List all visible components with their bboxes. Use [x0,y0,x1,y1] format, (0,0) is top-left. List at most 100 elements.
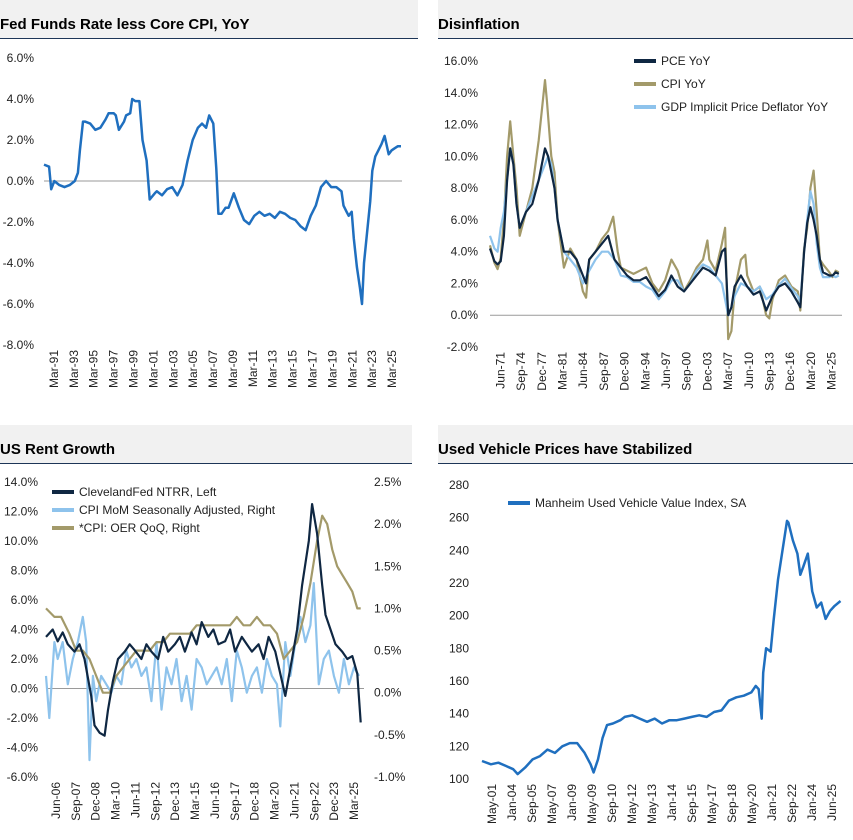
y-left-tick-label: 10.0% [4,534,38,548]
x-tick-label: Dec-13 [168,782,182,821]
x-tick-label: Dec-23 [327,782,341,821]
y-right-tick-label: 0.0% [374,686,402,700]
y-left-tick-label: -6.0% [7,770,39,784]
x-tick-label: Mar-17 [306,350,320,388]
series-line [488,147,840,317]
y-tick-label: 10.0% [444,149,478,163]
y-right-tick-label: -1.0% [374,770,406,784]
y-tick-label: -4.0% [3,256,35,270]
y-left-tick-label: 0.0% [11,682,39,696]
panel-header: Fed Funds Rate less Core CPI, YoY [0,0,418,39]
y-right-tick-label: -0.5% [374,728,406,742]
x-tick-label: Jan-24 [805,784,819,821]
x-tick-label: Jun-97 [659,352,673,389]
legend-label: ClevelandFed NTRR, Left [79,485,217,499]
x-tick-label: Sep-22 [785,784,799,823]
y-tick-label: 0.0% [7,174,35,188]
y-tick-label: 4.0% [7,92,35,106]
y-tick-label: 0.0% [451,308,479,322]
y-tick-label: 8.0% [451,181,479,195]
x-tick-label: Mar-01 [146,350,160,388]
x-tick-label: May-07 [545,784,559,824]
x-tick-label: Mar-99 [127,350,141,388]
x-tick-label: Dec-90 [618,352,632,391]
x-tick-label: Sep-00 [680,352,694,391]
x-tick-label: Mar-03 [166,350,180,388]
x-tick-label: Dec-16 [783,352,797,391]
y-tick-label: 160 [449,674,469,688]
fed-funds-chart: 6.0% 4.0% 2.0% 0.0% -2.0% -4.0% -6.0% -8.0% Mar-… [3,51,402,388]
x-tick-label: Jun-21 [287,782,301,819]
x-tick-label: May-20 [745,784,759,824]
x-tick-label: Mar-91 [47,350,61,388]
y-right-tick-label: 1.5% [374,559,402,573]
x-tick-label: Sep-74 [514,352,528,391]
legend-label: CPI YoY [661,77,706,91]
x-tick-label: May-13 [645,784,659,824]
x-tick-label: Jun-16 [208,782,222,819]
x-tick-label: Jan-04 [505,784,519,821]
x-tick-label: Jan-21 [765,784,779,821]
x-tick-label: Sep-10 [605,784,619,823]
rent-growth-chart: 14.0% 12.0% 10.0% 8.0% 6.0% 4.0% 2.0% 0.0% -2.0%… [4,475,406,821]
panel-title: Disinflation [438,16,520,33]
y-tick-label: 6.0% [7,51,35,65]
x-tick-label: Dec-18 [248,782,262,821]
y-tick-label: 14.0% [444,86,478,100]
panel-used-vehicles: Used Vehicle Prices have Stabilized 280 2… [438,425,853,840]
x-tick-label: Sep-13 [763,352,777,391]
series-line [44,582,360,762]
y-right-tick-label: 0.5% [374,644,402,658]
y-tick-label: 180 [449,641,469,655]
panel-title: Fed Funds Rate less Core CPI, YoY [0,16,250,33]
x-tick-label: Sep-05 [525,784,539,823]
x-tick-label: Mar-07 [206,350,220,388]
y-tick-label: 240 [449,543,469,557]
panel-header: US Rent Growth [0,425,412,464]
x-tick-label: May-12 [625,784,639,824]
y-tick-label: 12.0% [444,118,478,132]
x-tick-label: Sep-17 [228,782,242,821]
x-tick-label: Mar-11 [246,350,260,387]
x-tick-label: Sep-15 [685,784,699,823]
x-tick-label: Mar-19 [325,350,339,388]
used-vehicle-chart: 280 260 240 220 200 180 160 140 120 100 May-01 Jan-… [449,478,842,824]
x-tick-label: Jan-09 [565,784,579,821]
y-tick-label: 16.0% [444,54,478,68]
y-left-tick-label: 6.0% [11,593,39,607]
x-tick-label: Mar-15 [188,782,202,820]
y-tick-label: 220 [449,576,469,590]
series-line [45,514,361,694]
x-tick-label: May-17 [705,784,719,824]
x-tick-label: Mar-15 [286,350,300,388]
x-tick-label: Jan-14 [665,784,679,821]
legend-label: PCE YoY [661,54,710,68]
y-tick-label: -8.0% [3,338,35,352]
x-tick-label: Mar-21 [345,350,359,388]
y-right-tick-label: 2.0% [374,517,402,531]
x-tick-label: Sep-07 [69,782,83,821]
x-tick-label: Mar-20 [804,352,818,390]
y-tick-label: -6.0% [3,297,35,311]
y-left-tick-label: 12.0% [4,505,38,519]
x-tick-label: Mar-05 [186,350,200,388]
y-tick-label: 280 [449,478,469,492]
series-line [488,147,840,317]
y-left-tick-label: -4.0% [7,741,39,755]
y-right-tick-label: 1.0% [374,601,402,615]
y-tick-label: -2.0% [447,340,479,354]
x-tick-label: Jun-25 [825,784,839,821]
legend-label: Manheim Used Vehicle Value Index, SA [535,496,746,510]
legend-label: *CPI: OER QoQ, Right [79,521,200,535]
panel-header: Disinflation [438,0,853,39]
panel-header: Used Vehicle Prices have Stabilized [438,425,853,464]
legend-label: CPI MoM Seasonally Adjusted, Right [79,503,276,517]
panel-title: US Rent Growth [0,441,115,458]
x-tick-label: Sep-18 [725,784,739,823]
y-left-tick-label: 14.0% [4,475,38,489]
y-left-tick-label: -2.0% [7,711,39,725]
x-tick-label: May-01 [485,784,499,824]
legend-label: GDP Implicit Price Deflator YoY [661,100,828,114]
x-tick-label: Mar-95 [87,350,101,388]
x-tick-label: Sep-22 [307,782,321,821]
